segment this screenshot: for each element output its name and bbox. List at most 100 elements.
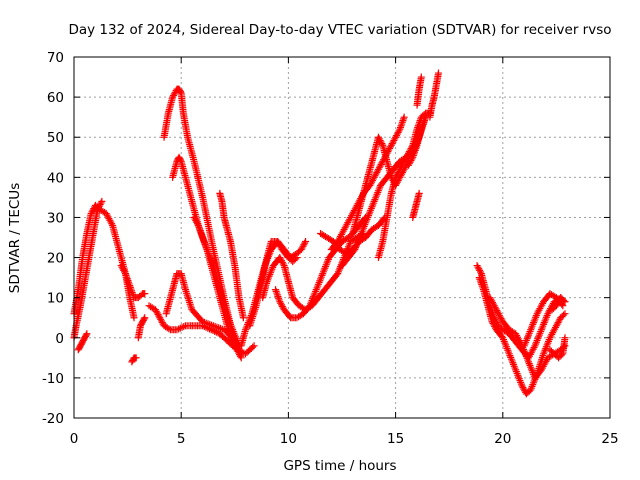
data-point bbox=[374, 167, 382, 175]
data-point bbox=[197, 228, 205, 236]
data-point bbox=[154, 311, 162, 319]
data-point bbox=[492, 305, 500, 313]
data-point bbox=[408, 155, 416, 163]
data-point bbox=[475, 265, 483, 273]
data-point bbox=[497, 315, 505, 323]
y-tick-label: 50 bbox=[47, 130, 64, 146]
data-point bbox=[495, 310, 503, 318]
y-tick-label: 30 bbox=[47, 210, 64, 226]
series-track-l bbox=[216, 189, 247, 322]
data-point bbox=[193, 220, 201, 228]
data-point bbox=[301, 239, 309, 247]
data-point bbox=[392, 172, 400, 180]
data-point bbox=[488, 297, 496, 305]
series-track-ad bbox=[546, 334, 569, 362]
data-point bbox=[236, 352, 244, 360]
data-point bbox=[476, 275, 484, 283]
data-point bbox=[153, 309, 161, 317]
data-point bbox=[234, 347, 242, 355]
data-point bbox=[156, 314, 164, 322]
data-point bbox=[417, 125, 425, 133]
data-point bbox=[141, 290, 149, 298]
series-track-ae bbox=[548, 294, 569, 314]
series-track-u bbox=[374, 109, 434, 262]
data-point bbox=[297, 246, 305, 254]
data-point bbox=[108, 220, 116, 228]
data-point bbox=[387, 141, 395, 149]
data-point bbox=[200, 237, 208, 245]
data-point bbox=[278, 302, 286, 310]
data-point bbox=[371, 172, 379, 180]
data-point bbox=[476, 277, 484, 285]
data-point bbox=[298, 244, 306, 252]
data-point bbox=[237, 354, 245, 362]
data-point bbox=[392, 132, 400, 140]
data-point bbox=[477, 279, 485, 287]
data-point bbox=[202, 242, 210, 250]
data-point bbox=[278, 301, 286, 309]
data-point bbox=[89, 206, 97, 214]
data-point bbox=[249, 343, 257, 351]
data-point bbox=[126, 283, 134, 291]
data-point bbox=[235, 349, 243, 357]
data-point bbox=[155, 312, 163, 320]
y-tick-label: 70 bbox=[47, 50, 64, 66]
data-point bbox=[496, 313, 504, 321]
data-point bbox=[236, 351, 244, 359]
data-point bbox=[493, 307, 501, 315]
data-point bbox=[392, 133, 400, 141]
data-point bbox=[489, 319, 497, 327]
data-point bbox=[276, 298, 284, 306]
data-point bbox=[388, 140, 396, 148]
data-point bbox=[95, 202, 103, 210]
series-track-c bbox=[74, 330, 91, 354]
x-tick-label: 0 bbox=[70, 431, 79, 447]
data-point bbox=[191, 215, 199, 223]
data-point bbox=[196, 225, 204, 233]
x-tick-label: 25 bbox=[601, 431, 618, 447]
data-point bbox=[390, 136, 398, 144]
data-point bbox=[300, 241, 308, 249]
data-point bbox=[560, 296, 568, 304]
data-point bbox=[398, 118, 406, 126]
data-point bbox=[391, 135, 399, 143]
data-point bbox=[169, 93, 177, 101]
data-point bbox=[273, 289, 281, 297]
data-point bbox=[193, 218, 201, 226]
data-point bbox=[553, 300, 561, 308]
data-point bbox=[478, 282, 486, 290]
data-point bbox=[397, 122, 405, 130]
data-point bbox=[140, 315, 148, 323]
data-point bbox=[278, 258, 286, 266]
y-tick-label: -10 bbox=[42, 371, 64, 387]
data-point bbox=[554, 298, 562, 306]
data-point bbox=[299, 242, 307, 250]
data-point bbox=[276, 254, 284, 262]
series-track-b bbox=[70, 197, 106, 342]
data-point bbox=[152, 307, 160, 315]
data-point bbox=[407, 156, 415, 164]
data-point bbox=[479, 284, 487, 292]
data-point bbox=[375, 164, 383, 172]
data-point bbox=[386, 143, 394, 151]
data-point bbox=[399, 159, 407, 167]
data-point bbox=[125, 278, 133, 286]
data-point bbox=[555, 317, 563, 325]
data-point bbox=[275, 294, 283, 302]
x-tick-label: 15 bbox=[387, 431, 404, 447]
data-point bbox=[409, 152, 417, 160]
series-track-o bbox=[259, 229, 367, 314]
data-point bbox=[490, 302, 498, 310]
data-point bbox=[128, 289, 136, 297]
data-point bbox=[98, 197, 106, 205]
y-tick-labels: -20 -10 0 10 20 30 40 50 60 70 bbox=[42, 50, 64, 427]
data-point bbox=[489, 298, 497, 306]
data-point bbox=[170, 90, 178, 98]
data-point bbox=[400, 157, 408, 165]
series-track-ab bbox=[486, 294, 569, 382]
data-point bbox=[278, 257, 286, 265]
data-point bbox=[473, 262, 481, 270]
data-point bbox=[124, 276, 132, 284]
data-point bbox=[560, 311, 568, 319]
data-point bbox=[127, 285, 135, 293]
